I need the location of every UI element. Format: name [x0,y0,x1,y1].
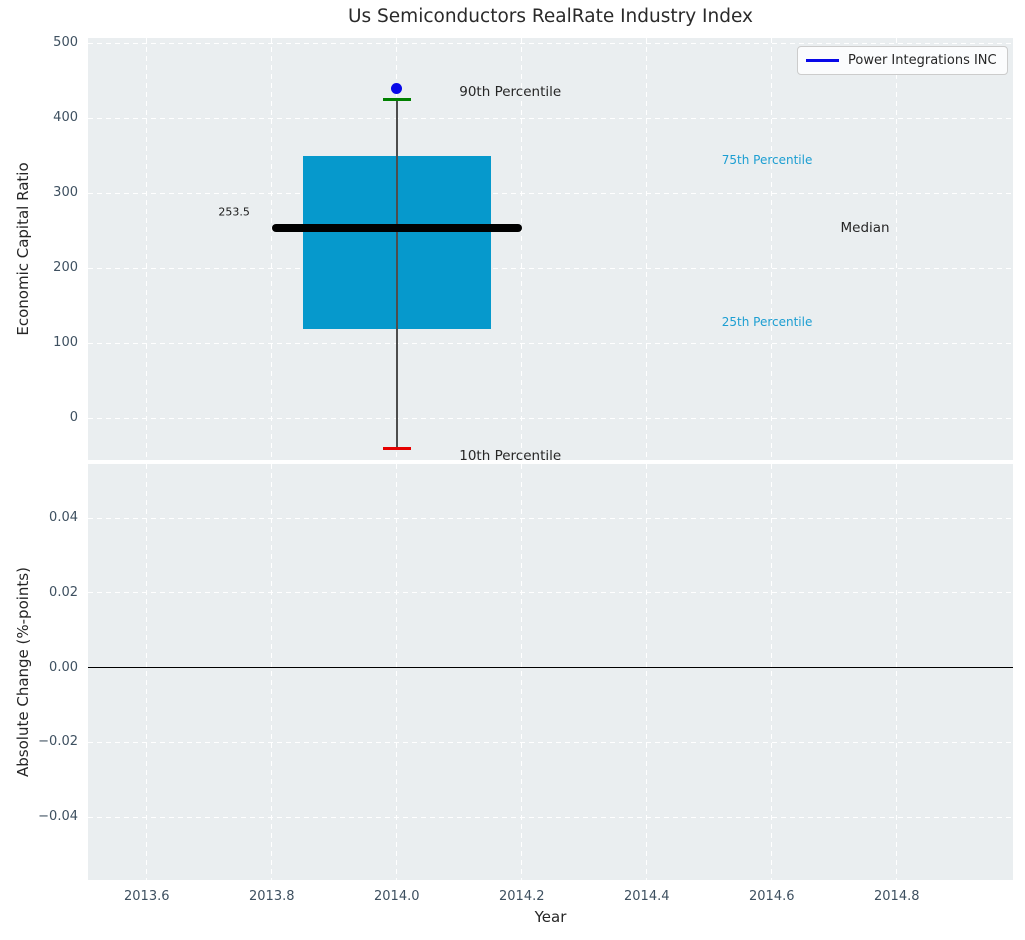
legend-label: Power Integrations INC [848,53,997,68]
gridline [271,38,273,460]
gridline [521,464,523,880]
top-y-tick-label: 100 [53,335,78,351]
bottom-y-tick-label: −0.04 [38,809,78,825]
x-tick-label: 2014.8 [874,889,920,904]
gridline [771,464,773,880]
bottom-y-tick-label: −0.02 [38,734,78,750]
legend-line-sample [806,59,839,62]
gridline [146,38,148,460]
boxplot-median-line [271,224,522,232]
gridline [521,38,523,460]
annotation-25th-percentile: 25th Percentile [721,315,813,330]
gridline [896,464,898,880]
annotation-median: Median [840,220,890,237]
x-tick-label: 2014.2 [499,889,545,904]
x-tick-label: 2014.6 [749,889,795,904]
annotation-90th-percentile: 90th Percentile [459,83,562,100]
median-value-label: 253.5 [218,205,250,219]
gridline [646,464,648,880]
legend: Power Integrations INC [797,46,1008,75]
company-data-point [391,82,403,94]
x-tick-label: 2014.0 [374,889,420,904]
zero-reference-line [88,666,1013,669]
bottom-y-tick-label: 0.00 [49,659,78,675]
gridline [88,816,1013,818]
gridline [271,464,273,880]
gridline [771,38,773,460]
gridline [146,464,148,880]
gridline [88,42,1013,44]
top-y-tick-label: 500 [53,35,78,51]
x-tick-label: 2013.6 [124,889,170,904]
gridline [88,517,1013,519]
x-tick-label: 2013.8 [249,889,295,904]
top-y-tick-label: 400 [53,110,78,126]
boxplot-10th-percentile-cap [383,447,411,451]
gridline [88,741,1013,743]
gridline [88,592,1013,594]
bottom-y-tick-label: 0.02 [49,584,78,600]
boxplot-90th-percentile-cap [383,97,411,101]
boxplot-whisker-line [396,99,398,449]
top-y-tick-label: 200 [53,260,78,276]
bottom-plot-area [88,464,1013,880]
x-tick-label: 2014.4 [624,889,670,904]
annotation-10th-percentile: 10th Percentile [459,447,562,461]
top-y-tick-label: 300 [53,185,78,201]
top-y-tick-label: 0 [69,410,78,426]
gridline [88,267,1013,269]
gridline [88,417,1013,419]
gridline [896,38,898,460]
top-plot-area: 253.5 90th Percentile 75th Percentile Me… [88,38,1013,460]
gridline [88,117,1013,119]
gridline [646,38,648,460]
x-axis-label: Year [534,908,567,926]
gridline [88,342,1013,344]
chart-title: Us Semiconductors RealRate Industry Inde… [348,6,753,27]
gridline [88,192,1013,194]
annotation-75th-percentile: 75th Percentile [721,153,813,168]
gridline [396,464,398,880]
bottom-y-tick-label: 0.04 [49,510,78,526]
